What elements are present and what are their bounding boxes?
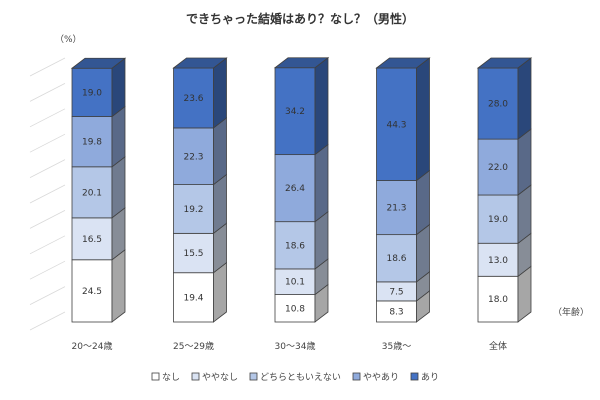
bar-front — [477, 67, 519, 140]
gridline — [29, 57, 66, 77]
legend-swatch — [191, 372, 200, 381]
data-label: 8.3 — [389, 307, 403, 317]
data-label: 15.5 — [183, 249, 203, 259]
bar-front — [274, 154, 316, 223]
bar-front — [71, 67, 113, 117]
data-label: 19.8 — [82, 138, 102, 148]
x-tick-label: 30～34歳 — [275, 340, 316, 352]
bar-side — [213, 117, 227, 186]
data-label: 22.0 — [488, 163, 508, 173]
data-label: 26.4 — [285, 184, 305, 194]
data-label: 23.6 — [183, 94, 203, 104]
bar-side — [416, 57, 430, 182]
data-label: 10.8 — [285, 304, 305, 314]
data-label: 24.5 — [82, 287, 102, 297]
bar-front — [173, 232, 214, 274]
bar-front — [477, 242, 519, 277]
x-axis-unit-label: （年齢） — [553, 306, 589, 318]
x-tick-label: 35歳～ — [382, 340, 411, 352]
data-label: 19.0 — [82, 88, 102, 98]
gridline — [29, 286, 66, 305]
bar-side — [213, 57, 227, 129]
data-label: 7.5 — [389, 287, 403, 297]
bar-front — [71, 116, 113, 168]
legend-label: ややなし — [202, 372, 238, 383]
x-tick-label: 全体 — [489, 340, 507, 352]
gridline — [29, 159, 66, 178]
bar-side — [517, 57, 532, 140]
data-label: 16.5 — [82, 235, 102, 245]
bar-front — [71, 217, 113, 261]
legend-swatch — [249, 372, 258, 381]
data-label: 44.3 — [386, 120, 406, 130]
bar-front — [477, 275, 519, 323]
bar-side — [314, 143, 329, 223]
bar-side — [314, 56, 329, 156]
gridline — [29, 210, 66, 229]
y-axis-unit-label: （%） — [55, 34, 82, 45]
gridline — [29, 260, 66, 280]
data-label: 19.2 — [183, 205, 203, 215]
legend-swatch — [410, 372, 419, 381]
data-label: 34.2 — [285, 107, 305, 117]
bar-top — [273, 57, 330, 69]
data-label: 18.6 — [285, 241, 305, 251]
legend-label: どちらともいえない — [260, 372, 341, 383]
data-label: 22.3 — [183, 152, 203, 162]
data-label: 13.0 — [488, 256, 508, 266]
data-label: 28.0 — [488, 100, 508, 110]
bar-top — [476, 57, 533, 69]
legend-label: なし — [162, 372, 180, 383]
bar-side — [111, 155, 126, 219]
bar-side — [517, 128, 532, 196]
data-label: 21.3 — [386, 204, 406, 214]
gridline — [29, 108, 66, 128]
data-label: 18.6 — [386, 254, 406, 264]
bar-top — [172, 57, 228, 69]
gridline — [29, 311, 66, 331]
bar-side — [416, 169, 430, 236]
x-tick-label: 25～29歳 — [173, 340, 214, 352]
gridline — [29, 184, 66, 204]
legend-label: あり — [421, 372, 439, 383]
data-label: 19.0 — [488, 215, 508, 225]
bar-front — [376, 180, 417, 236]
bar-top — [375, 57, 431, 69]
x-tick-label: 20～24歳 — [72, 340, 113, 352]
gridline — [29, 235, 66, 255]
chart-title: できちゃった結婚はあり？なし？（男性） — [185, 12, 414, 26]
legend-label: ややあり — [363, 372, 399, 383]
bar-front — [274, 221, 316, 270]
legend-swatch — [151, 372, 160, 381]
data-label: 19.4 — [183, 293, 203, 303]
data-label: 20.1 — [82, 188, 102, 198]
data-label: 18.0 — [488, 295, 508, 305]
gridline — [29, 83, 66, 102]
bar-front — [477, 194, 519, 244]
bar-top — [70, 57, 127, 69]
gridline — [29, 133, 66, 153]
bar-front — [376, 234, 417, 283]
bar-side — [111, 248, 126, 323]
bar-front — [274, 294, 316, 323]
bar-front — [376, 67, 417, 181]
bar-front — [274, 67, 316, 156]
legend-swatch — [352, 372, 361, 381]
bar-front — [173, 184, 214, 234]
data-label: 10.1 — [285, 278, 305, 288]
bar-side — [111, 105, 126, 168]
